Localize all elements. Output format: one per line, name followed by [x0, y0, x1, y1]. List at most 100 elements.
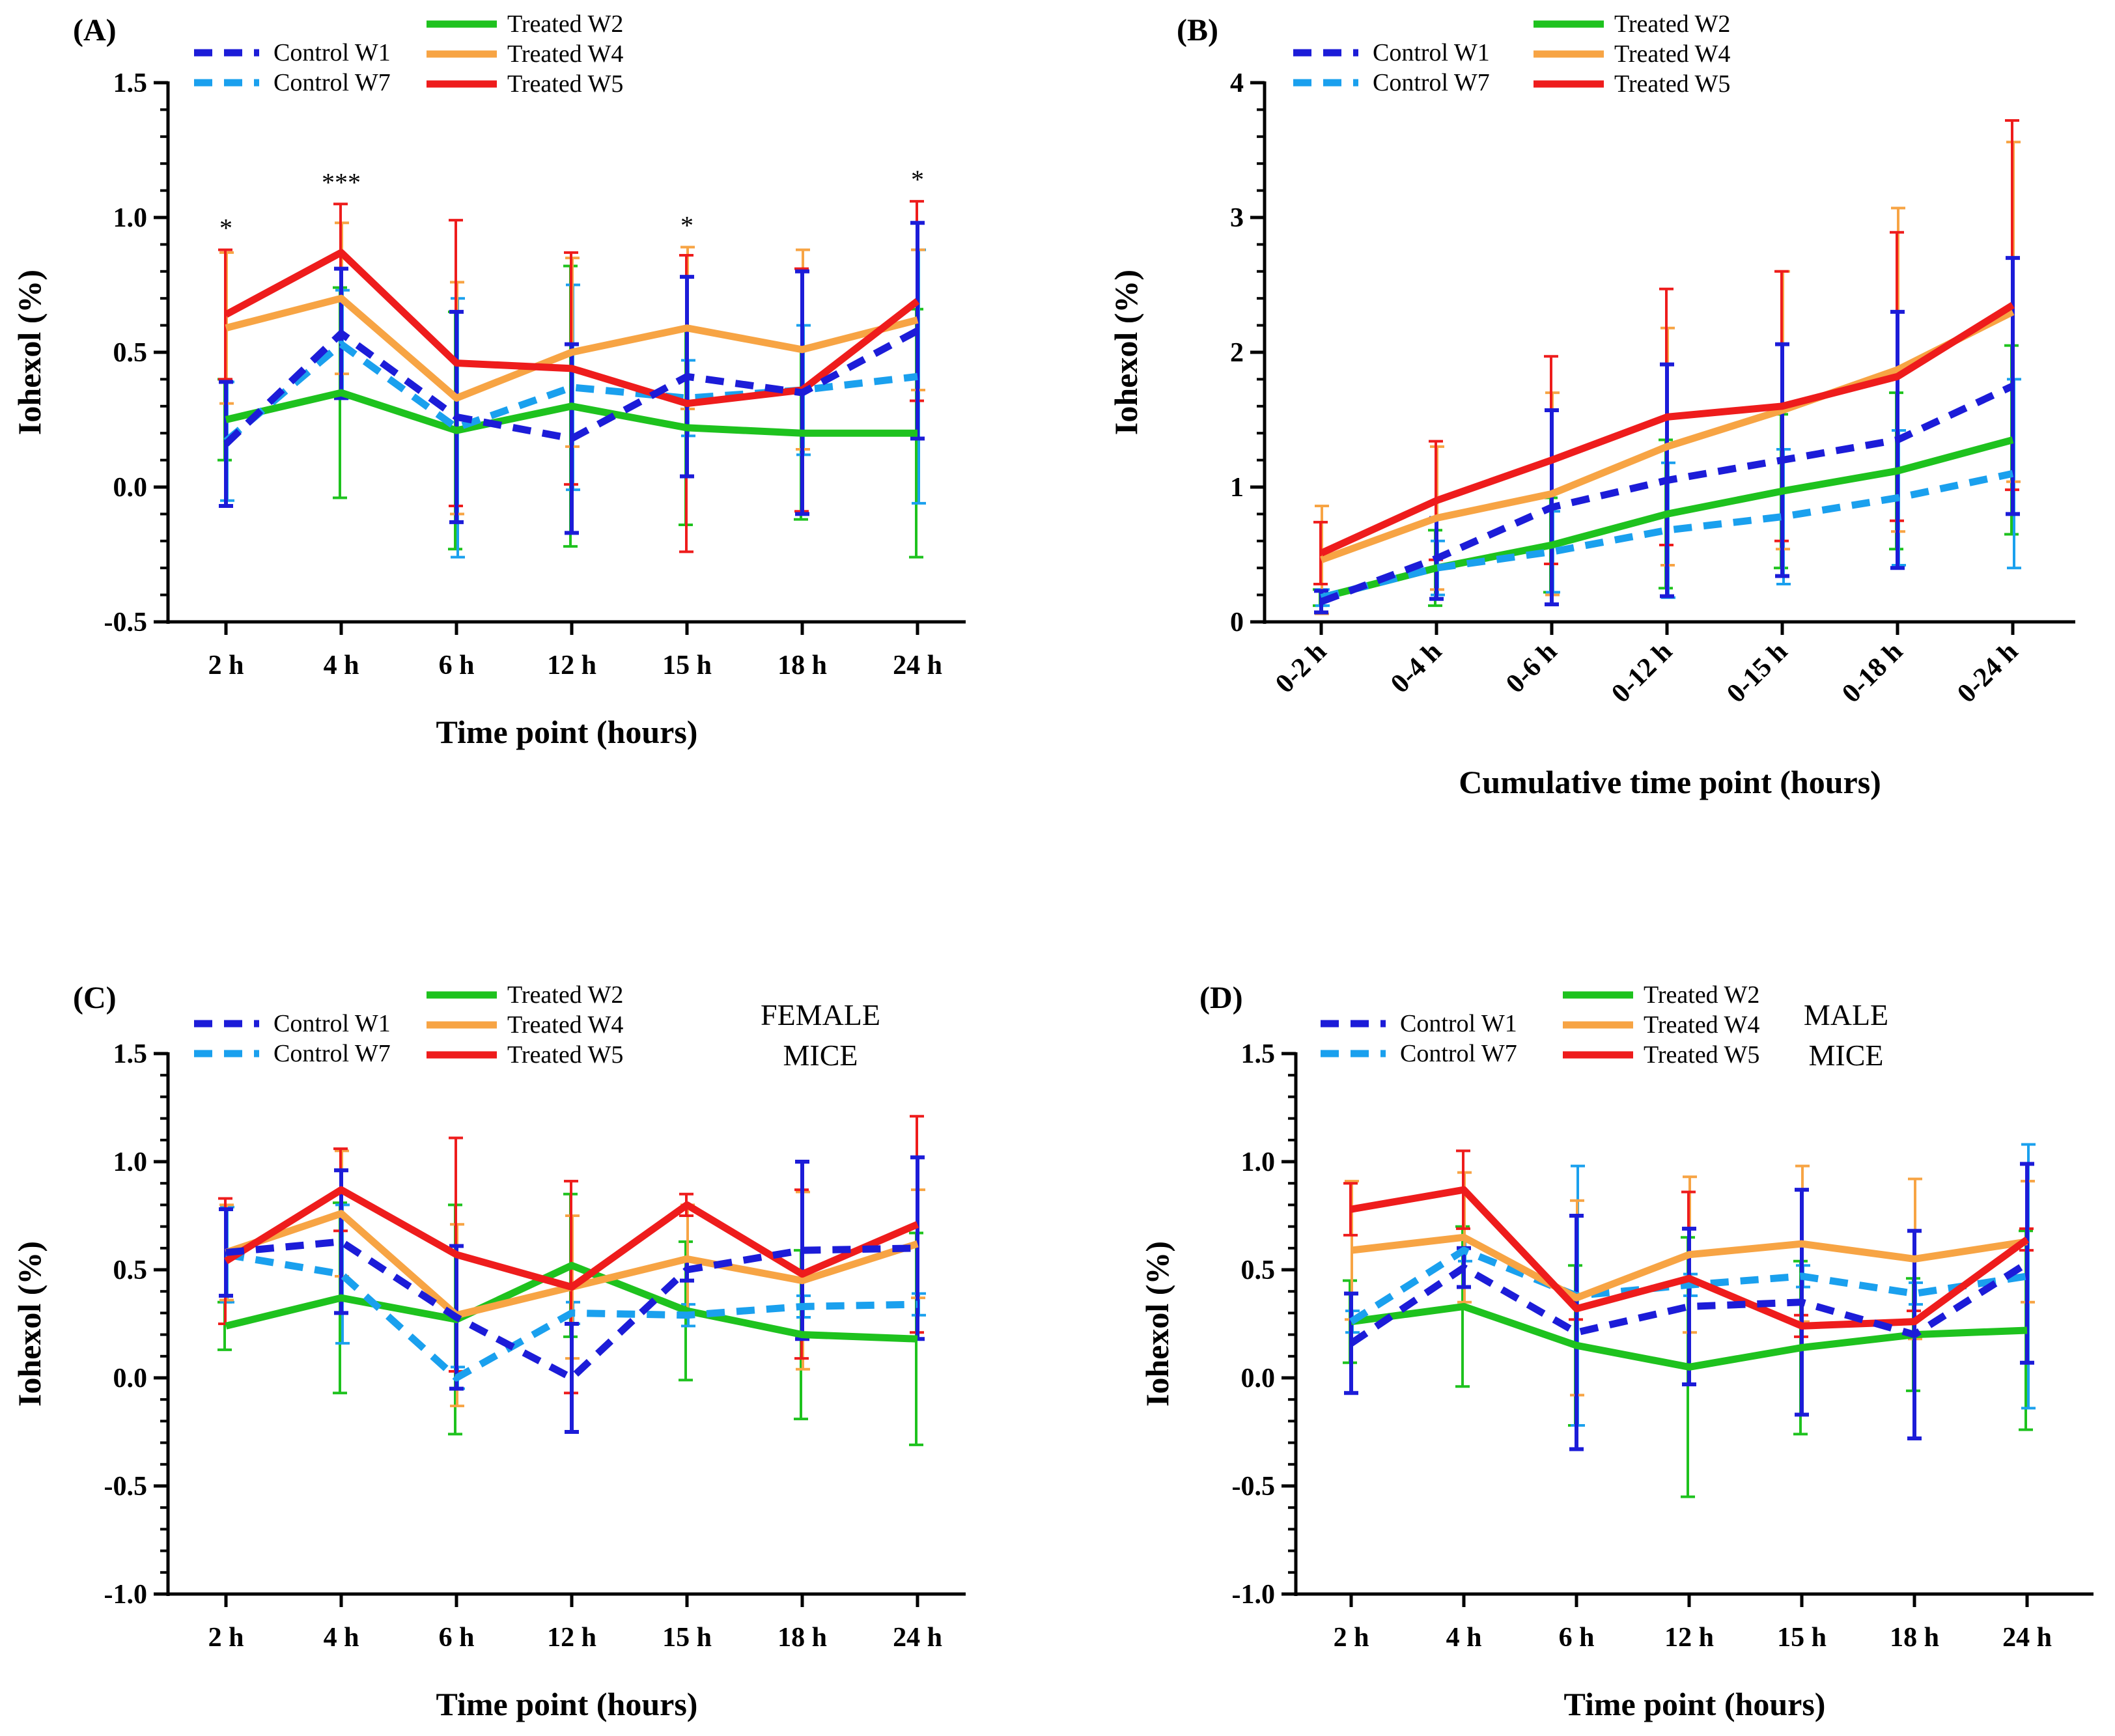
- series-line-control-w1: [223, 328, 919, 447]
- legend-label: Treated W2: [507, 10, 623, 38]
- y-tick-label: 0.0: [1241, 1364, 1276, 1393]
- legend-label: Treated W2: [507, 981, 623, 1009]
- x-tick-label: 18 h: [777, 1623, 827, 1653]
- legend-label: Control W1: [273, 39, 391, 66]
- x-axis-title: Time point (hours): [1564, 1686, 1826, 1722]
- x-axis-title: Time point (hours): [436, 1686, 698, 1722]
- legend-label: Treated W5: [507, 70, 623, 98]
- significance-marker: *: [911, 165, 924, 194]
- y-axis-title: Iohexol (%): [1108, 270, 1144, 435]
- y-axis-title: Iohexol (%): [1139, 1241, 1175, 1407]
- y-tick-label: 4: [1230, 68, 1244, 98]
- x-tick-label: 15 h: [662, 651, 712, 680]
- chart-panel-a: (A) -0.5 0.0 0.5 1.0 1.5 2 h 4 h 6 h 12 h 15 h 18 h…: [11, 10, 966, 750]
- x-tick-label: 24 h: [2002, 1623, 2052, 1653]
- x-tick-label: 0-18 h: [1836, 637, 1909, 709]
- x-tick-label: 18 h: [777, 651, 827, 680]
- x-tick-label: 4 h: [324, 1623, 359, 1653]
- legend-label: Treated W4: [1614, 40, 1730, 68]
- x-tick-label: 15 h: [1777, 1623, 1827, 1653]
- x-tick-label: 15 h: [662, 1623, 712, 1653]
- y-tick-label: 1.0: [113, 203, 148, 233]
- x-tick-label: 0-2 h: [1270, 637, 1332, 699]
- x-tick-label: 0-4 h: [1385, 637, 1448, 699]
- y-tick-label: 1.0: [1241, 1147, 1276, 1177]
- x-tick-label: 4 h: [324, 651, 359, 680]
- chart-panel-b: (B) 0 1 2 3 4 0-2 h 0-4 h 0-6 h 0-12 h 0-15 h 0-18 …: [1108, 10, 2075, 800]
- legend-label: Treated W4: [1644, 1011, 1759, 1039]
- series-line-treated-w2: [1320, 436, 2014, 602]
- series-line-control-w1: [1320, 382, 2015, 606]
- panel-annotation: FEMALE: [761, 998, 880, 1031]
- significance-marker: *: [219, 214, 232, 243]
- y-tick-label: 0: [1230, 608, 1244, 637]
- y-tick-label: 1.5: [113, 68, 148, 98]
- x-tick-label: 2 h: [208, 651, 244, 680]
- x-tick-label: 12 h: [547, 651, 596, 680]
- y-tick-label: 0.5: [113, 338, 148, 368]
- legend-label: Control W1: [273, 1010, 391, 1037]
- panel-label: (D): [1199, 981, 1243, 1015]
- x-tick-label: 6 h: [1559, 1623, 1595, 1653]
- x-tick-label: 2 h: [208, 1623, 244, 1653]
- y-tick-label: 0.0: [113, 473, 148, 503]
- series-line-treated-w5: [224, 1186, 919, 1291]
- series-line-treated-w4: [1320, 308, 2015, 563]
- y-axis-title: Iohexol (%): [11, 1241, 48, 1407]
- series-line-control-w7: [1349, 1246, 2028, 1325]
- legend-label: Treated W4: [507, 40, 623, 68]
- y-tick-label: 0.5: [113, 1255, 148, 1285]
- series-line-control-w1: [1349, 1260, 2029, 1347]
- x-tick-label: 0-6 h: [1500, 637, 1563, 699]
- x-tick-label: 0-15 h: [1721, 637, 1793, 709]
- series-line-treated-w5: [1319, 301, 2015, 557]
- x-tick-label: 4 h: [1446, 1623, 1482, 1653]
- legend-label: Control W1: [1373, 39, 1490, 66]
- y-tick-label: 2: [1230, 338, 1244, 368]
- x-tick-label: 0-12 h: [1606, 637, 1678, 709]
- y-tick-label: 3: [1230, 203, 1244, 233]
- y-tick-label: -0.5: [104, 1472, 148, 1502]
- panel-annotation: MICE: [783, 1039, 858, 1072]
- series-line-control-w7: [1320, 469, 2014, 602]
- series-line-treated-w4: [225, 294, 919, 402]
- x-tick-label: 6 h: [439, 1623, 475, 1653]
- panel-label: (A): [73, 13, 117, 48]
- y-tick-label: 0.5: [1241, 1255, 1276, 1285]
- y-tick-label: 1.0: [113, 1147, 148, 1177]
- y-axis-title: Iohexol (%): [11, 270, 48, 435]
- legend-label: Control W7: [1400, 1040, 1517, 1067]
- y-tick-label: 1.5: [113, 1039, 148, 1069]
- x-axis-title: Time point (hours): [436, 714, 698, 750]
- y-tick-label: -0.5: [1232, 1472, 1276, 1502]
- x-tick-label: 18 h: [1890, 1623, 1939, 1653]
- chart-panel-d: (D) -1.0 -0.5 0.0 0.5 1.0 1.5 2 h 4 h 6 h 12 h 15 h…: [1139, 981, 2094, 1722]
- significance-marker: ***: [322, 167, 361, 197]
- x-axis-title: Cumulative time point (hours): [1459, 764, 1881, 800]
- series-line-treated-w4: [1351, 1233, 2028, 1302]
- series-line-treated-w5: [1351, 1186, 2030, 1330]
- x-tick-label: 12 h: [547, 1623, 596, 1653]
- legend-label: Treated W5: [1644, 1041, 1759, 1069]
- legend-label: Control W1: [1400, 1010, 1517, 1037]
- panel-annotation: MICE: [1809, 1039, 1884, 1072]
- x-tick-label: 2 h: [1334, 1623, 1369, 1653]
- legend-label: Control W7: [273, 1040, 391, 1067]
- y-tick-label: -1.0: [104, 1580, 148, 1610]
- series-line-control-w7: [225, 1251, 918, 1382]
- panel-annotation: MALE: [1804, 998, 1888, 1031]
- series-line-treated-w2: [225, 1261, 918, 1343]
- legend-label: Treated W2: [1644, 981, 1759, 1009]
- legend-label: Control W7: [273, 69, 391, 96]
- x-tick-label: 24 h: [893, 651, 942, 680]
- y-tick-label: 0.0: [113, 1364, 148, 1393]
- panel-label: (C): [73, 981, 117, 1015]
- significance-marker: *: [680, 211, 693, 240]
- panel-label: (B): [1177, 13, 1218, 48]
- y-tick-label: 1: [1230, 473, 1244, 503]
- y-tick-label: 1.5: [1241, 1039, 1276, 1069]
- legend-label: Treated W5: [1614, 70, 1730, 98]
- legend-label: Control W7: [1373, 69, 1490, 96]
- y-tick-label: -0.5: [104, 608, 148, 637]
